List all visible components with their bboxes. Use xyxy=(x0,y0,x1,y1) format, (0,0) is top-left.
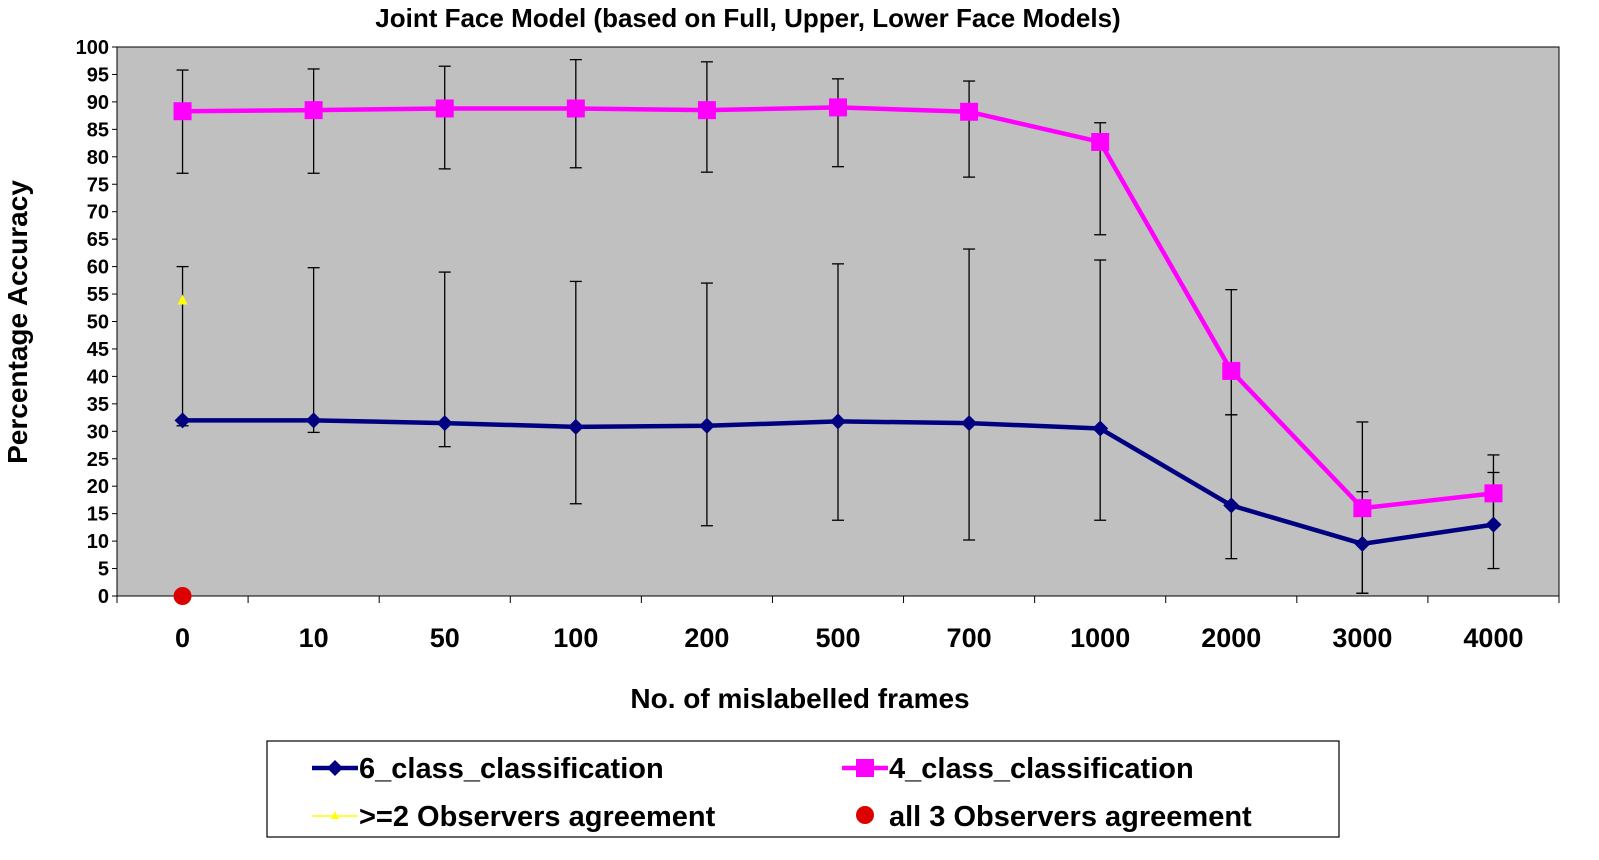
y-tick-label: 40 xyxy=(87,366,109,388)
y-tick-label: 15 xyxy=(87,504,109,526)
legend-item: 6_class_classification xyxy=(312,753,664,785)
x-axis-title: No. of mislabelled frames xyxy=(630,683,969,714)
y-tick-label: 85 xyxy=(87,119,109,141)
y-tick-label: 65 xyxy=(87,229,109,251)
y-tick-label: 80 xyxy=(87,147,109,169)
y-tick-label: 100 xyxy=(76,37,109,59)
legend-label: 6_class_classification xyxy=(359,753,664,785)
square-series-point xyxy=(173,102,192,121)
diamond-series-point xyxy=(961,415,978,432)
diamond-series-point xyxy=(1485,516,1502,533)
x-tick-label: 1000 xyxy=(1070,623,1130,653)
legend-marker xyxy=(856,806,874,824)
y-axis: 0 5 10 15 20 25 30 35 40 45 50 55 60 65 70 75 80 85 90 95 10… xyxy=(76,37,118,608)
square-series-point xyxy=(435,99,454,118)
square-series-point xyxy=(1484,484,1503,503)
y-tick-label: 75 xyxy=(87,174,109,196)
legend-item: >=2 Observers agreement xyxy=(312,801,716,833)
diamond-series-point xyxy=(698,417,715,434)
diamond-series-point xyxy=(1223,497,1240,514)
square-series-point xyxy=(1222,361,1241,380)
x-tick-label: 200 xyxy=(684,623,729,653)
legend-marker xyxy=(327,760,343,776)
legend-marker xyxy=(331,811,339,819)
legend-label: 4_class_classification xyxy=(889,753,1194,785)
legend-label: >=2 Observers agreement xyxy=(359,801,716,833)
triangle-series-point xyxy=(177,294,188,305)
x-tick-label: 50 xyxy=(430,623,460,653)
y-tick-label: 70 xyxy=(87,202,109,224)
y-tick-label: 30 xyxy=(87,421,109,443)
y-tick-label: 25 xyxy=(87,449,109,471)
chart-title: Joint Face Model (based on Full, Upper, … xyxy=(375,3,1120,33)
circle-series-point xyxy=(173,587,192,605)
y-tick-label: 95 xyxy=(87,64,109,86)
square-series-point xyxy=(960,102,979,121)
square-series-point xyxy=(1353,499,1372,518)
diamond-series-point xyxy=(1354,535,1371,552)
x-tick-label: 700 xyxy=(947,623,992,653)
diamond-series-point xyxy=(436,415,453,432)
legend-box xyxy=(266,740,1340,838)
x-tick-label: 3000 xyxy=(1332,623,1392,653)
square-series-point xyxy=(1091,132,1110,151)
y-tick-label: 90 xyxy=(87,92,109,114)
y-tick-label: 45 xyxy=(87,339,109,361)
y-tick-label: 5 xyxy=(98,559,109,581)
square-series-point xyxy=(697,101,716,120)
square-series-point xyxy=(304,101,323,120)
x-tick-label: 500 xyxy=(815,623,860,653)
x-tick-label: 10 xyxy=(299,623,329,653)
x-axis: 0 10 50 100 200 500 700 1000 2000 3000 4000 xyxy=(116,595,1560,653)
diamond-series-point xyxy=(567,418,584,435)
y-tick-label: 0 xyxy=(98,586,109,608)
diamond-series-point xyxy=(830,413,846,430)
y-tick-label: 60 xyxy=(87,257,109,279)
square-series-point xyxy=(566,99,585,118)
square-series-point xyxy=(829,98,847,117)
diamond-series-point xyxy=(1092,420,1109,437)
y-tick-label: 55 xyxy=(87,284,109,306)
legend: 6_class_classification 4_class_classifica… xyxy=(266,740,1340,838)
y-axis-title: Percentage Accuracy xyxy=(2,180,33,464)
x-tick-label: 100 xyxy=(553,623,598,653)
series-markers xyxy=(173,98,1503,605)
diamond-series-point xyxy=(174,412,191,429)
legend-item: all 3 Observers agreement xyxy=(856,801,1252,833)
diamond-series-point xyxy=(305,412,322,429)
legend-label: all 3 Observers agreement xyxy=(889,801,1252,833)
y-tick-label: 35 xyxy=(87,394,109,416)
legend-item: 4_class_classification xyxy=(842,753,1194,785)
x-tick-label: 0 xyxy=(175,623,190,653)
y-tick-label: 10 xyxy=(87,531,109,553)
x-tick-label: 2000 xyxy=(1201,623,1261,653)
legend-marker xyxy=(856,759,874,777)
y-tick-label: 50 xyxy=(87,312,109,334)
y-tick-label: 20 xyxy=(87,476,109,498)
x-tick-label: 4000 xyxy=(1463,623,1523,653)
